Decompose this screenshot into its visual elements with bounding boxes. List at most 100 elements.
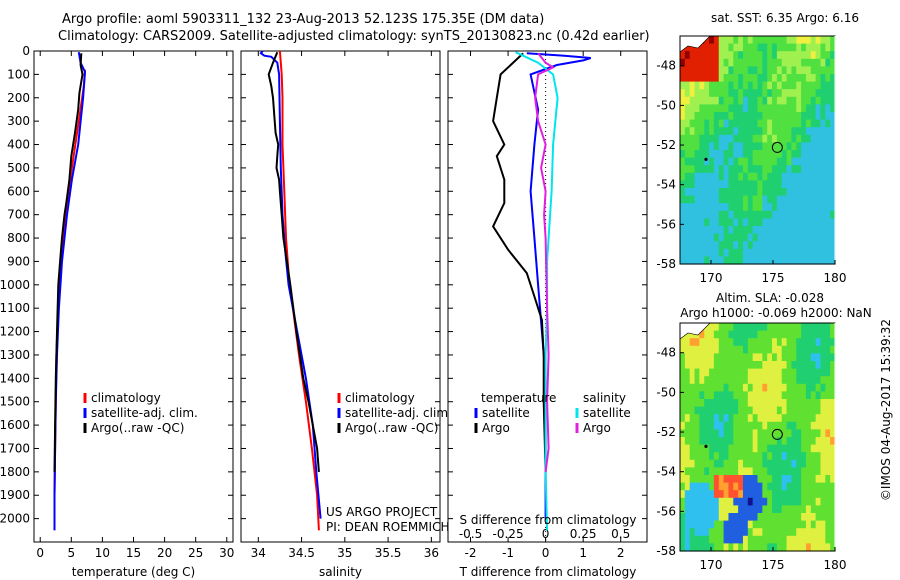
- map-cell: [704, 134, 710, 143]
- map-cell: [689, 248, 696, 257]
- map-cell: [815, 376, 822, 385]
- map-cell: [689, 535, 696, 544]
- map-cell: [680, 233, 686, 242]
- map-cell: [796, 172, 802, 181]
- map-cell: [786, 429, 792, 438]
- map-cell: [742, 58, 749, 67]
- map-cell: [680, 66, 686, 75]
- map-cell: [713, 233, 720, 242]
- map-cell: [820, 233, 826, 242]
- map-cell: [723, 513, 730, 522]
- map-cell: [810, 119, 817, 128]
- map-cell: [689, 421, 696, 430]
- map-cell: [752, 490, 759, 499]
- map-cell: [723, 58, 730, 67]
- map-cell: [762, 482, 768, 491]
- map-cell: [810, 376, 817, 385]
- map-cell: [713, 256, 720, 265]
- map-cell: [733, 81, 739, 90]
- map-cell: [733, 444, 739, 453]
- map-cell: [728, 89, 734, 98]
- map-cell: [786, 406, 792, 415]
- map-cell: [762, 89, 768, 98]
- map-cell: [709, 361, 715, 370]
- map-cell: [810, 330, 817, 339]
- map-cell: [776, 89, 783, 98]
- map-cell: [684, 528, 691, 537]
- map-cell: [801, 330, 807, 339]
- map-cell: [815, 345, 822, 354]
- map-cell: [704, 414, 710, 423]
- map-cell: [815, 383, 822, 392]
- map-cell: [825, 226, 831, 235]
- map-cell: [718, 338, 725, 347]
- map-cell: [747, 142, 754, 151]
- map-cell: [767, 353, 773, 362]
- map-cell: [709, 248, 715, 257]
- map-cell: [704, 520, 710, 529]
- map-cell: [820, 150, 826, 159]
- map-cell: [704, 96, 710, 105]
- map-cell: [684, 414, 691, 423]
- map-cell: [772, 233, 778, 242]
- map-cell: [689, 81, 696, 90]
- map-cell: [713, 323, 720, 332]
- map-cell: [767, 210, 773, 219]
- map-cell: [694, 414, 700, 423]
- map-cell: [738, 210, 744, 219]
- map-cell: [825, 51, 831, 60]
- map-cell: [728, 482, 734, 491]
- map-cell: [820, 241, 826, 250]
- map-cell: [709, 414, 715, 423]
- map-cell: [810, 203, 817, 212]
- map-cell: [786, 497, 792, 506]
- map-cell: [752, 414, 759, 423]
- map-cell: [825, 165, 831, 174]
- map-cell: [684, 241, 691, 250]
- map-cell: [699, 421, 705, 430]
- map-cell: [738, 157, 744, 166]
- map-cell: [738, 104, 744, 113]
- map-cell: [699, 195, 705, 204]
- map-cell: [820, 490, 826, 499]
- map-cell: [723, 490, 730, 499]
- y-tick-label-depth: 400: [7, 138, 30, 152]
- map-cell: [781, 414, 788, 423]
- map-cell: [767, 399, 773, 408]
- map-cell: [752, 188, 759, 197]
- map-cell: [757, 203, 763, 212]
- map-cell: [728, 51, 734, 60]
- map-cell: [791, 172, 797, 181]
- map-cell: [801, 482, 807, 491]
- map-cell: [738, 520, 744, 529]
- map-cell: [767, 172, 773, 181]
- map-cell: [680, 475, 686, 484]
- map-cell: [767, 119, 773, 128]
- map-cell: [709, 89, 715, 98]
- map-cell: [796, 248, 802, 257]
- map-cell: [767, 528, 773, 537]
- x2-axis-label-differences: S difference from climatology: [460, 513, 637, 527]
- map-cell: [830, 406, 836, 415]
- map-cell: [733, 429, 739, 438]
- map-cell: [752, 210, 759, 219]
- map-cell: [747, 383, 754, 392]
- map-cell: [718, 535, 725, 544]
- map-cell: [709, 142, 715, 151]
- map-cell: [738, 81, 744, 90]
- x-tick-label-salinity: 35.5: [375, 546, 402, 560]
- map-cell: [772, 36, 778, 45]
- map-cell: [709, 180, 715, 189]
- map-cell: [684, 104, 691, 113]
- map-cell: [713, 188, 720, 197]
- map-cell: [781, 482, 788, 491]
- map-cell: [680, 241, 686, 250]
- map-cell: [757, 429, 763, 438]
- map-cell: [689, 51, 696, 60]
- map-cell: [796, 505, 802, 514]
- map-cell: [723, 452, 730, 461]
- map-cell: [694, 482, 700, 491]
- map-cell: [776, 66, 783, 75]
- map-cell: [699, 361, 705, 370]
- map-cell: [815, 368, 822, 377]
